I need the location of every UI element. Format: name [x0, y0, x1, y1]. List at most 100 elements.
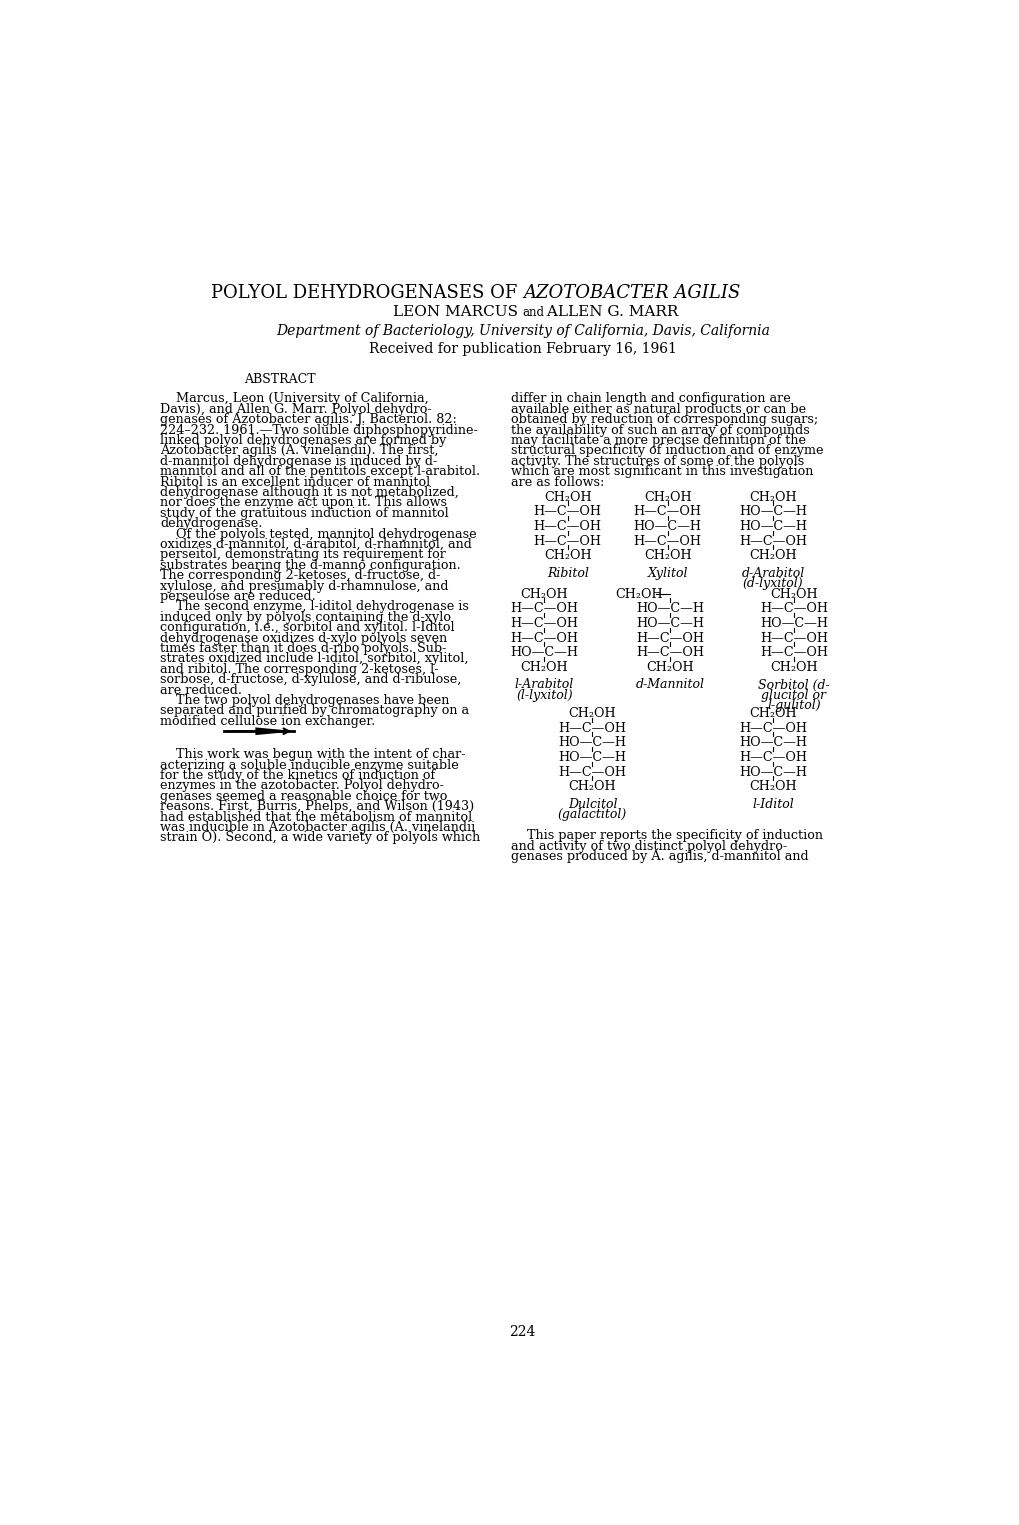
Text: linked polyol dehydrogenases are formed by: linked polyol dehydrogenases are formed … [160, 435, 446, 447]
Text: CH₂OH: CH₂OH [543, 549, 591, 563]
Text: genases of Azotobacter agilis. J. Bacteriol. 82:: genases of Azotobacter agilis. J. Bacter… [160, 413, 457, 425]
Text: ABSTRACT: ABSTRACT [245, 372, 316, 386]
Text: HO—C—H: HO—C—H [636, 602, 703, 615]
Text: Received for publication February 16, 1961: Received for publication February 16, 19… [369, 342, 676, 355]
Text: available either as natural products or can be: available either as natural products or … [511, 403, 805, 416]
Text: reasons. First, Burris, Phelps, and Wilson (1943): reasons. First, Burris, Phelps, and Wils… [160, 801, 474, 813]
Text: H—C—OH: H—C—OH [510, 618, 578, 630]
Text: H—C—OH: H—C—OH [533, 505, 601, 518]
Text: H—C—OH: H—C—OH [759, 647, 827, 659]
Text: genases seemed a reasonable choice for two: genases seemed a reasonable choice for t… [160, 790, 447, 802]
Text: acterizing a soluble inducible enzyme suitable: acterizing a soluble inducible enzyme su… [160, 758, 459, 772]
Text: enzymes in the azotobacter. Polyol dehydro-: enzymes in the azotobacter. Polyol dehyd… [160, 779, 443, 793]
Text: CH₂OH: CH₂OH [749, 781, 796, 793]
Text: HO—C—H: HO—C—H [739, 505, 806, 518]
Text: H—C—OH: H—C—OH [533, 520, 601, 532]
Text: dehydrogenase.: dehydrogenase. [160, 517, 262, 531]
Text: H—C—OH: H—C—OH [558, 721, 626, 735]
Text: H—C—OH: H—C—OH [759, 602, 827, 615]
Text: may facilitate a more precise definition of the: may facilitate a more precise definition… [511, 435, 805, 447]
Text: had established that the metabolism of mannitol: had established that the metabolism of m… [160, 811, 472, 824]
Text: H—C—OH: H—C—OH [739, 534, 806, 547]
Text: nor does the enzyme act upon it. This allows: nor does the enzyme act upon it. This al… [160, 497, 446, 509]
Text: and ribitol. The corresponding 2-ketoses, l-: and ribitol. The corresponding 2-ketoses… [160, 663, 438, 676]
Text: the availability of such an array of compounds: the availability of such an array of com… [511, 424, 809, 436]
Text: perseulose are reduced.: perseulose are reduced. [160, 590, 316, 602]
Text: CH₂OH: CH₂OH [569, 708, 615, 720]
Text: induced only by polyols containing the d-xylo: induced only by polyols containing the d… [160, 610, 450, 624]
Text: HO—C—H: HO—C—H [739, 737, 806, 749]
Text: Marcus, Leon (University of California,: Marcus, Leon (University of California, [160, 392, 428, 406]
Text: are as follows:: are as follows: [511, 476, 604, 488]
Text: H—C—OH: H—C—OH [510, 602, 578, 615]
Text: CH₂OH: CH₂OH [520, 660, 568, 674]
Text: l-Iditol: l-Iditol [751, 798, 793, 811]
Text: oxidizes d-mannitol, d-arabitol, d-rhamnitol, and: oxidizes d-mannitol, d-arabitol, d-rhamn… [160, 538, 472, 551]
Text: Azotobacter agilis (A. vinelandii). The first,: Azotobacter agilis (A. vinelandii). The … [160, 444, 438, 458]
Text: 224: 224 [510, 1325, 535, 1339]
Text: mannitol and all of the pentitols except l-arabitol.: mannitol and all of the pentitols except… [160, 465, 480, 479]
Text: Dulcitol: Dulcitol [568, 798, 616, 811]
Text: sorbose, d-fructose, d-xylulose, and d-ribulose,: sorbose, d-fructose, d-xylulose, and d-r… [160, 673, 461, 686]
Text: d-Mannitol: d-Mannitol [635, 679, 704, 691]
Text: CH₂OH: CH₂OH [749, 549, 796, 563]
Text: l-gulitol): l-gulitol) [766, 698, 820, 712]
Text: HO—C—H: HO—C—H [510, 647, 578, 659]
Text: CH₂OH: CH₂OH [543, 491, 591, 503]
Text: genases produced by A. agilis, d-mannitol and: genases produced by A. agilis, d-mannito… [511, 851, 808, 863]
Text: The two polyol dehydrogenases have been: The two polyol dehydrogenases have been [160, 694, 449, 708]
Text: and: and [522, 307, 544, 319]
Text: differ in chain length and configuration are: differ in chain length and configuration… [511, 392, 790, 406]
Text: CH₂OH: CH₂OH [769, 587, 817, 601]
Text: study of the gratuitous induction of mannitol: study of the gratuitous induction of man… [160, 506, 448, 520]
Text: dehydrogenase oxidizes d-xylo polyols seven: dehydrogenase oxidizes d-xylo polyols se… [160, 631, 447, 645]
Text: dehydrogenase although it is not metabolized,: dehydrogenase although it is not metabol… [160, 486, 459, 499]
Text: HO—C—H: HO—C—H [739, 520, 806, 532]
Text: This work was begun with the intent of char-: This work was begun with the intent of c… [160, 749, 465, 761]
Text: activity. The structures of some of the polyols: activity. The structures of some of the … [511, 454, 804, 468]
Text: CH₂OH: CH₂OH [769, 660, 817, 674]
Text: The corresponding 2-ketoses, d-fructose, d-: The corresponding 2-ketoses, d-fructose,… [160, 569, 440, 583]
Text: substrates bearing the d-manno configuration.: substrates bearing the d-manno configura… [160, 558, 461, 572]
Text: HO—C—H: HO—C—H [633, 520, 701, 532]
Text: H—C—OH: H—C—OH [558, 766, 626, 778]
Text: (l-lyxitol): (l-lyxitol) [516, 688, 573, 702]
Text: Department of Bacteriology, University of California, Davis, California: Department of Bacteriology, University o… [275, 323, 769, 339]
Text: Xylitol: Xylitol [647, 567, 687, 580]
Text: Ribitol is an excellent inducer of mannitol: Ribitol is an excellent inducer of manni… [160, 476, 430, 488]
Text: Sorbitol (d-: Sorbitol (d- [757, 679, 829, 691]
Text: separated and purified by chromatography on a: separated and purified by chromatography… [160, 705, 469, 717]
Text: HO—C—H: HO—C—H [558, 737, 626, 749]
Text: CH₂OH: CH₂OH [643, 491, 691, 503]
Text: (d-lyxitol): (d-lyxitol) [742, 576, 803, 590]
Text: configuration, i.e., sorbitol and xylitol. l-Iditol: configuration, i.e., sorbitol and xylito… [160, 621, 454, 634]
Text: The second enzyme, l-iditol dehydrogenase is: The second enzyme, l-iditol dehydrogenas… [160, 601, 469, 613]
Text: Ribitol: Ribitol [546, 567, 588, 580]
Text: Of the polyols tested, mannitol dehydrogenase: Of the polyols tested, mannitol dehydrog… [160, 528, 476, 540]
Text: HO—C—H: HO—C—H [558, 750, 626, 764]
Text: H—C—OH: H—C—OH [510, 631, 578, 645]
Text: H—C—OH: H—C—OH [739, 721, 806, 735]
Text: H—C—OH: H—C—OH [739, 750, 806, 764]
Text: for the study of the kinetics of induction of: for the study of the kinetics of inducti… [160, 769, 435, 782]
Text: d-Arabitol: d-Arabitol [741, 567, 804, 580]
Text: CH₂OH: CH₂OH [643, 549, 691, 563]
Text: H—C—OH: H—C—OH [633, 534, 701, 547]
Text: H—C—OH: H—C—OH [759, 631, 827, 645]
Text: strain O). Second, a wide variety of polyols which: strain O). Second, a wide variety of pol… [160, 831, 480, 845]
Text: HO—C—H: HO—C—H [636, 618, 703, 630]
Text: structural specificity of induction and of enzyme: structural specificity of induction and … [511, 444, 822, 458]
Polygon shape [255, 727, 297, 735]
Text: perseitol, demonstrating its requirement for: perseitol, demonstrating its requirement… [160, 549, 445, 561]
Text: HO—C—H: HO—C—H [759, 618, 827, 630]
Text: are reduced.: are reduced. [160, 683, 242, 697]
Text: ALLEN G. MARR: ALLEN G. MARR [541, 305, 678, 319]
Text: CH₂OH: CH₂OH [614, 587, 662, 601]
Text: CH₂OH: CH₂OH [569, 781, 615, 793]
Text: This paper reports the specificity of induction: This paper reports the specificity of in… [511, 830, 822, 842]
Text: d-mannitol dehydrogenase is induced by d-: d-mannitol dehydrogenase is induced by d… [160, 454, 437, 468]
Text: H—C—OH: H—C—OH [636, 631, 703, 645]
Text: xylulose, and presumably d-rhamnulose, and: xylulose, and presumably d-rhamnulose, a… [160, 580, 448, 593]
Text: H—C—OH: H—C—OH [533, 534, 601, 547]
Text: 224–232. 1961.—Two soluble diphosphopyridine-: 224–232. 1961.—Two soluble diphosphopyri… [160, 424, 477, 436]
